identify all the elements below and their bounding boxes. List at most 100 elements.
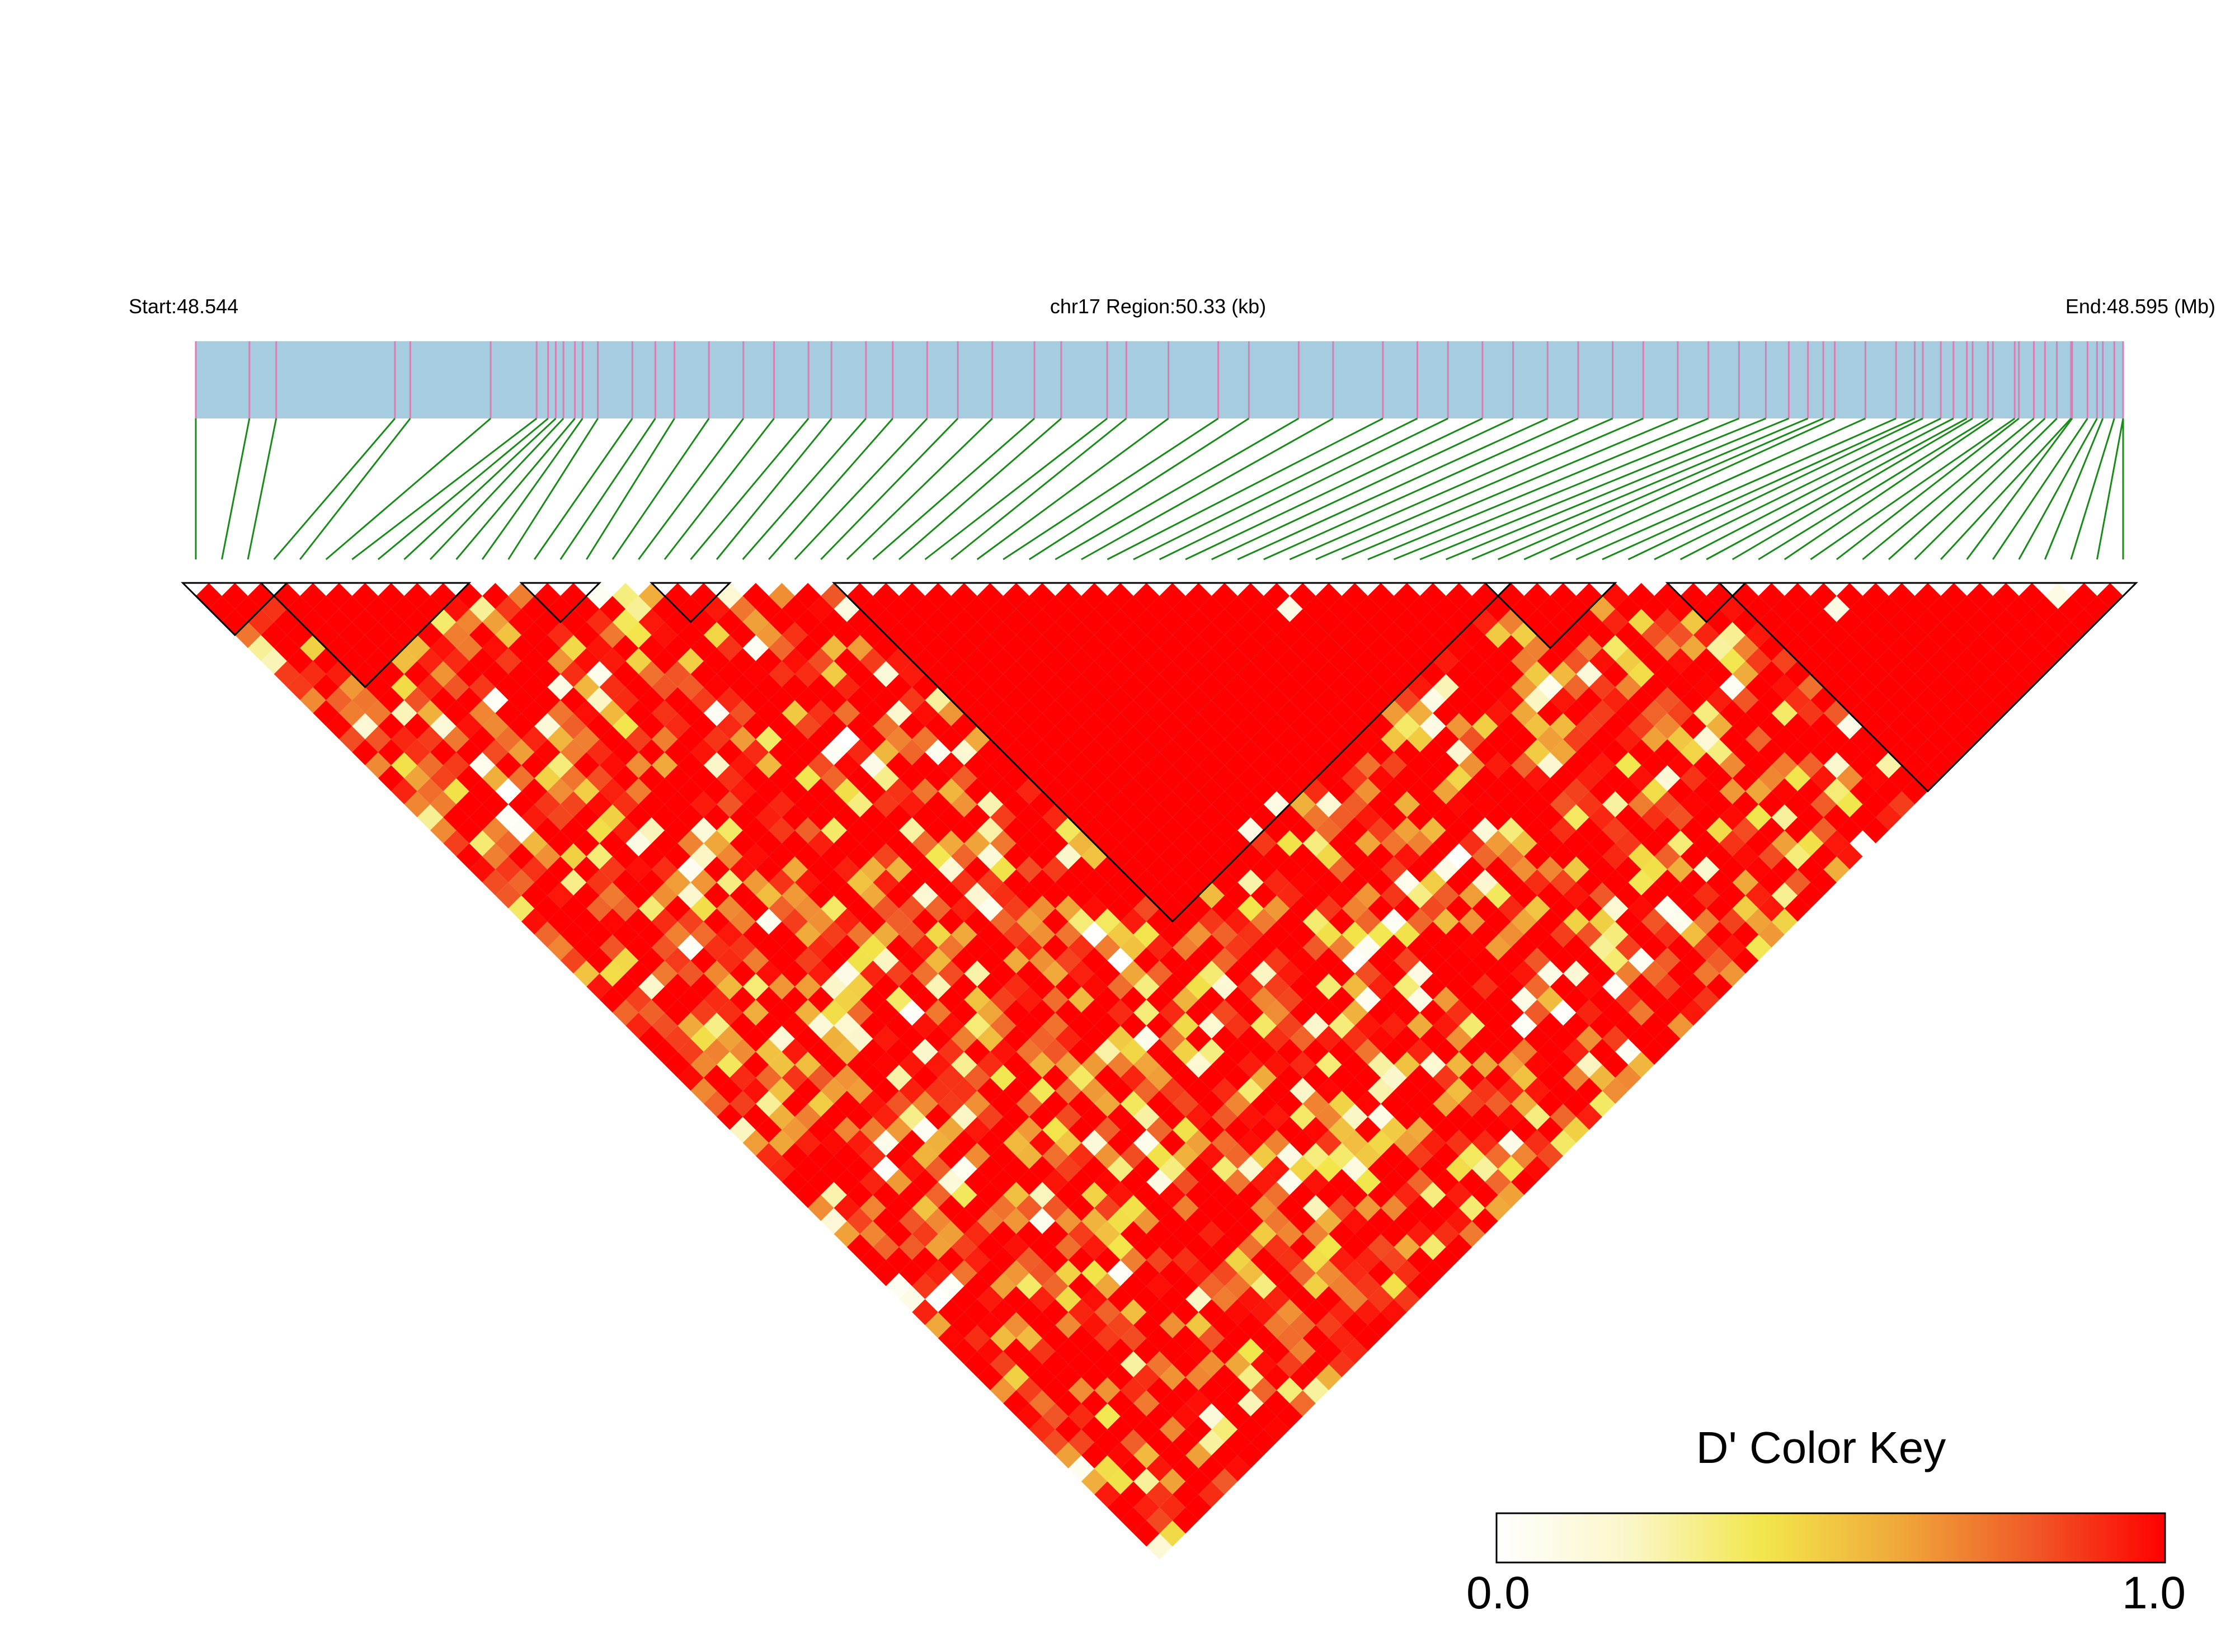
- ld-cell: [1628, 921, 1655, 948]
- ld-cell: [1941, 687, 1967, 713]
- ld-cell: [1719, 622, 1745, 648]
- ld-cell: [625, 778, 652, 804]
- ld-cell: [1615, 700, 1641, 727]
- ld-cell: [690, 973, 717, 1000]
- ld-cell: [1406, 700, 1433, 727]
- ld-cell: [821, 791, 847, 817]
- ld-cell: [1836, 791, 1863, 817]
- ld-cell: [1394, 999, 1420, 1026]
- ld-cell: [1198, 1403, 1225, 1430]
- ld-cell: [586, 739, 613, 765]
- ld-cell: [1238, 713, 1264, 740]
- ld-cell: [1224, 596, 1251, 622]
- ld-cell: [1068, 908, 1095, 935]
- snp-connector: [247, 418, 277, 560]
- ld-cell: [1706, 791, 1733, 817]
- ld-cell: [755, 882, 782, 909]
- ld-cell: [1185, 1077, 1212, 1104]
- ld-cell: [1458, 674, 1485, 700]
- ld-cell: [1367, 1104, 1394, 1130]
- ld-cell: [846, 1025, 873, 1052]
- ld-cell: [1394, 1051, 1420, 1078]
- ld-cell: [1172, 1429, 1199, 1456]
- ld-cell: [1354, 1065, 1381, 1091]
- ld-cell: [1003, 1156, 1029, 1182]
- ld-cell: [886, 596, 912, 622]
- ld-cell: [938, 1299, 964, 1325]
- ld-cell: [521, 908, 548, 935]
- ld-cell: [690, 947, 717, 974]
- ld-cell: [1367, 583, 1394, 609]
- ld-cell: [443, 596, 469, 622]
- ld-cell: [1042, 726, 1069, 752]
- ld-cell: [1850, 830, 1876, 856]
- ld-cell: [1589, 700, 1616, 727]
- ld-cell: [1458, 700, 1485, 727]
- ld-cell: [1485, 856, 1511, 883]
- ld-cell: [1146, 1429, 1173, 1456]
- ld-cell: [365, 726, 392, 752]
- ld-cell: [1068, 882, 1095, 909]
- ld-cell: [1914, 765, 1941, 792]
- ld-cell: [1446, 713, 1472, 740]
- ld-cell: [886, 830, 912, 856]
- ld-cell: [1406, 804, 1433, 831]
- ld-cell: [1381, 1273, 1407, 1300]
- ld-cell: [717, 921, 743, 948]
- ld-cell: [521, 778, 548, 804]
- ld-cell: [1719, 856, 1745, 883]
- ld-cell: [1081, 1234, 1108, 1260]
- ld-cell: [2058, 596, 2085, 622]
- ld-cell: [1315, 1104, 1342, 1130]
- ld-cell: [1211, 1442, 1238, 1469]
- ld-cell: [378, 739, 404, 765]
- ld-cell: [1394, 791, 1420, 817]
- ld-cell: [1250, 1351, 1277, 1377]
- ld-cell: [1381, 856, 1407, 883]
- ld-cell: [1198, 1481, 1225, 1508]
- ld-cell: [1446, 1156, 1472, 1182]
- ld-cell: [1263, 869, 1290, 896]
- ld-cell: [755, 674, 782, 700]
- ld-cell: [1224, 961, 1251, 987]
- ld-cell: [1146, 622, 1173, 648]
- ld-cell: [1042, 1325, 1069, 1352]
- ld-cell: [846, 739, 873, 765]
- ld-cell: [977, 609, 1004, 636]
- ld-cell: [1198, 648, 1225, 674]
- ld-cell: [1238, 895, 1264, 922]
- ld-cell: [821, 817, 847, 844]
- ld-cell: [1367, 843, 1394, 870]
- ld-cell: [846, 1129, 873, 1156]
- ld-cell: [938, 1065, 964, 1091]
- ld-cell: [690, 1077, 717, 1104]
- ld-cell: [1628, 869, 1655, 896]
- snp-connector: [1602, 417, 1916, 561]
- ld-cell: [860, 1195, 886, 1221]
- ld-cell: [782, 778, 808, 804]
- ld-cell: [1146, 1247, 1173, 1273]
- ld-cell: [1146, 1299, 1173, 1325]
- ld-cell: [534, 895, 561, 922]
- ld-cell: [1146, 856, 1173, 883]
- ld-cell: [1042, 700, 1069, 727]
- snp-connector: [1498, 417, 1824, 561]
- ld-cell: [1276, 752, 1303, 779]
- ld-cell: [1120, 1455, 1147, 1482]
- ld-cell: [664, 817, 691, 844]
- ld-cell: [1016, 1299, 1043, 1325]
- ld-cell: [1458, 648, 1485, 674]
- ld-cell: [1250, 1117, 1277, 1143]
- ld-cell: [1094, 1351, 1121, 1377]
- ld-cell: [1238, 947, 1264, 974]
- ld-cell: [534, 583, 561, 609]
- ld-cell: [1784, 635, 1811, 661]
- ld-cell: [586, 973, 613, 1000]
- ld-cell: [391, 700, 417, 727]
- ld-cell: [717, 973, 743, 1000]
- ld-cell: [1367, 999, 1394, 1026]
- ld-cell: [846, 1208, 873, 1234]
- ld-cell: [1354, 752, 1381, 779]
- ld-cell: [1354, 648, 1381, 674]
- ld-cell: [1120, 1273, 1147, 1300]
